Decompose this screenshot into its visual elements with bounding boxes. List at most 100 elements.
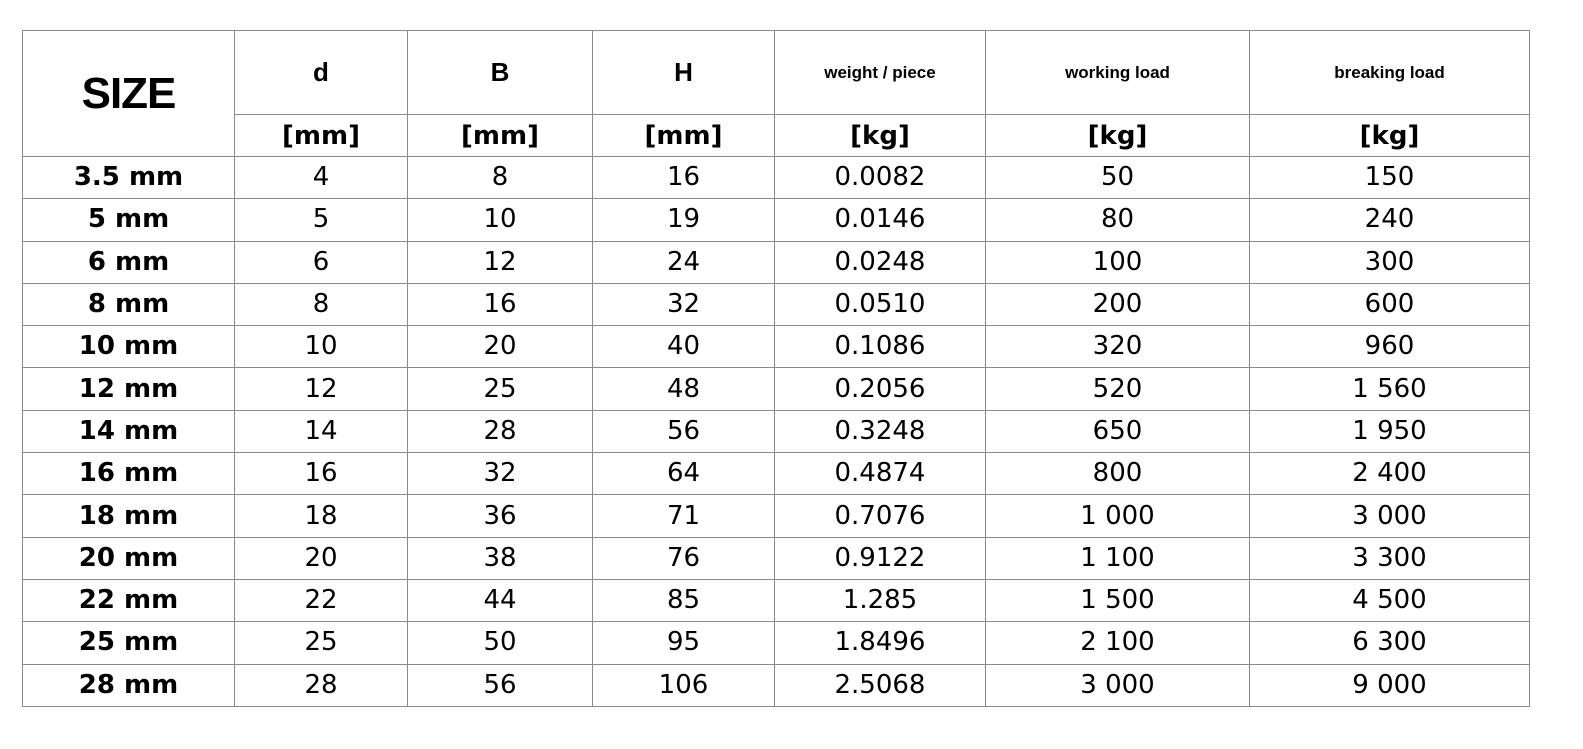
column-header: working load <box>985 30 1250 115</box>
data-cell: 6 <box>234 240 408 284</box>
data-cell: 0.1086 <box>774 325 986 369</box>
column-header: B <box>407 30 593 115</box>
size-cell: 22 mm <box>22 578 235 623</box>
data-cell: 2 400 <box>1249 452 1530 496</box>
data-cell: 85 <box>592 578 775 623</box>
size-cell: 6 mm <box>22 240 235 284</box>
size-cell: 28 mm <box>22 663 235 707</box>
data-cell: 0.0510 <box>774 282 986 327</box>
column-header: weight / piece <box>774 30 986 115</box>
data-cell: 20 <box>407 325 593 369</box>
data-cell: 200 <box>985 282 1250 327</box>
data-cell: 25 <box>407 367 593 411</box>
data-cell: 150 <box>1249 155 1530 200</box>
data-cell: 80 <box>985 198 1250 242</box>
data-cell: 320 <box>985 325 1250 369</box>
data-cell: 2.5068 <box>774 663 986 707</box>
data-cell: 10 <box>234 325 408 369</box>
data-row: 20 mm 20 38 76 0.9122 1 100 3 300 <box>22 536 1530 580</box>
data-cell: 4 <box>234 155 408 200</box>
data-cell: 56 <box>592 409 775 454</box>
size-cell: 25 mm <box>22 621 235 665</box>
unit-row: [mm] [mm] [mm] [kg] [kg] [kg] <box>23 114 1530 157</box>
data-cell: 50 <box>985 155 1250 200</box>
data-row: 6 mm 6 12 24 0.0248 100 300 <box>22 240 1530 284</box>
data-cell: 8 <box>407 155 593 200</box>
column-header: breaking load <box>1249 30 1530 115</box>
data-cell: 0.2056 <box>774 367 986 411</box>
size-cell: 3.5 mm <box>22 155 235 200</box>
data-cell: 14 <box>234 409 408 454</box>
data-cell: 50 <box>407 621 593 665</box>
data-cell: 1 000 <box>985 494 1250 538</box>
data-cell: 3 000 <box>985 663 1250 707</box>
unit-header: [mm] <box>407 114 593 157</box>
data-cell: 32 <box>407 452 593 496</box>
data-cell: 0.9122 <box>774 536 986 580</box>
data-cell: 16 <box>407 282 593 327</box>
column-header: H <box>592 30 775 115</box>
data-cell: 20 <box>234 536 408 580</box>
data-cell: 1 950 <box>1249 409 1530 454</box>
data-cell: 32 <box>592 282 775 327</box>
column-header: d <box>234 30 408 115</box>
data-cell: 520 <box>985 367 1250 411</box>
data-cell: 64 <box>592 452 775 496</box>
data-cell: 960 <box>1249 325 1530 369</box>
data-cell: 1.285 <box>774 578 986 623</box>
data-cell: 2 100 <box>985 621 1250 665</box>
data-cell: 48 <box>592 367 775 411</box>
data-cell: 38 <box>407 536 593 580</box>
data-cell: 300 <box>1249 240 1530 284</box>
data-cell: 600 <box>1249 282 1530 327</box>
data-cell: 0.4874 <box>774 452 986 496</box>
data-cell: 24 <box>592 240 775 284</box>
size-cell: 16 mm <box>22 452 235 496</box>
data-cell: 95 <box>592 621 775 665</box>
data-cell: 1 500 <box>985 578 1250 623</box>
data-cell: 4 500 <box>1249 578 1530 623</box>
data-cell: 800 <box>985 452 1250 496</box>
data-row: 16 mm 16 32 64 0.4874 800 2 400 <box>22 452 1530 496</box>
data-cell: 0.0146 <box>774 198 986 242</box>
data-cell: 19 <box>592 198 775 242</box>
data-cell: 56 <box>407 663 593 707</box>
data-row: 12 mm 12 25 48 0.2056 520 1 560 <box>22 367 1530 411</box>
data-cell: 71 <box>592 494 775 538</box>
data-cell: 5 <box>234 198 408 242</box>
size-cell: 14 mm <box>22 409 235 454</box>
data-cell: 12 <box>234 367 408 411</box>
size-header: SIZE <box>22 30 235 157</box>
data-row: 8 mm 8 16 32 0.0510 200 600 <box>22 282 1530 327</box>
data-row: 14 mm 14 28 56 0.3248 650 1 950 <box>22 409 1530 454</box>
data-row: 28 mm 28 56 106 2.5068 3 000 9 000 <box>22 663 1530 707</box>
data-row: 18 mm 18 36 71 0.7076 1 000 3 000 <box>22 494 1530 538</box>
size-cell: 5 mm <box>22 198 235 242</box>
data-cell: 6 300 <box>1249 621 1530 665</box>
data-cell: 12 <box>407 240 593 284</box>
size-cell: 10 mm <box>22 325 235 369</box>
data-cell: 1 100 <box>985 536 1250 580</box>
data-cell: 18 <box>234 494 408 538</box>
data-row: 3.5 mm 4 8 16 0.0082 50 150 <box>22 155 1530 200</box>
data-row: 5 mm 5 10 19 0.0146 80 240 <box>22 198 1530 242</box>
data-cell: 100 <box>985 240 1250 284</box>
unit-header: [kg] <box>985 114 1250 157</box>
data-cell: 25 <box>234 621 408 665</box>
data-cell: 9 000 <box>1249 663 1530 707</box>
size-cell: 18 mm <box>22 494 235 538</box>
data-cell: 36 <box>407 494 593 538</box>
unit-header: [mm] <box>592 114 775 157</box>
data-row: 22 mm 22 44 85 1.285 1 500 4 500 <box>22 578 1530 623</box>
data-cell: 76 <box>592 536 775 580</box>
data-cell: 1 560 <box>1249 367 1530 411</box>
data-cell: 28 <box>234 663 408 707</box>
data-cell: 8 <box>234 282 408 327</box>
data-cell: 10 <box>407 198 593 242</box>
size-cell: 12 mm <box>22 367 235 411</box>
size-cell: 20 mm <box>22 536 235 580</box>
